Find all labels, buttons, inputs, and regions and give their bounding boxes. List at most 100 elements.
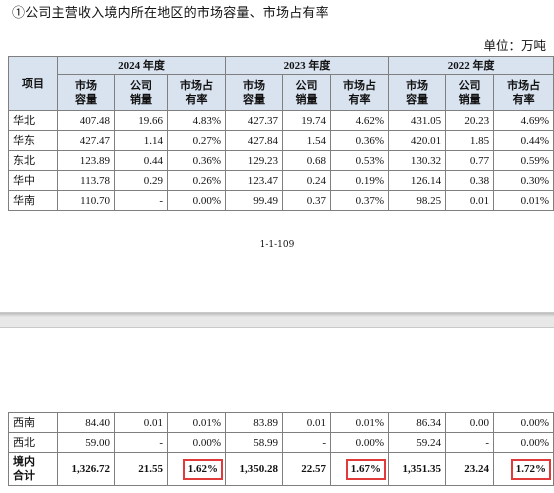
value-cell: 1.14	[114, 130, 168, 151]
region-cell: 华北	[8, 110, 58, 131]
value-cell: 19.66	[114, 110, 168, 131]
highlighted-share: 1.72%	[510, 458, 551, 480]
value-cell: 1,326.72	[57, 452, 115, 486]
value-cell: 0.00	[445, 412, 494, 433]
value-cell: 1.62%	[167, 452, 226, 486]
value-cell: 0.26%	[166, 170, 227, 191]
subheader-cell: 市场 容量	[225, 74, 284, 111]
subheader-cell: 市场占 有率	[166, 74, 227, 111]
value-cell: 23.24	[445, 452, 494, 486]
value-cell: 59.24	[388, 432, 446, 453]
value-cell: 20.23	[445, 110, 495, 131]
value-cell: 59.00	[57, 432, 115, 453]
value-cell: 0.01%	[493, 190, 554, 211]
table-row: 华北 407.48 19.66 4.83% 427.37 19.74 4.62% 431.05…	[8, 110, 554, 131]
region-cell: 西南	[8, 412, 58, 433]
value-cell: 83.89	[225, 412, 283, 433]
subheader-cell: 公司 销量	[445, 74, 495, 111]
region-cell: 西北	[8, 432, 58, 453]
section-heading: ①公司主营收入境内所在地区的市场容量、市场占有率	[12, 6, 329, 21]
subheader-cell: 市场占 有率	[493, 74, 554, 111]
value-cell: 0.36%	[166, 150, 227, 171]
value-cell: 0.30%	[493, 170, 554, 191]
value-cell: 22.57	[282, 452, 331, 486]
value-cell: 0.00%	[166, 190, 227, 211]
value-cell: 86.34	[388, 412, 446, 433]
value-cell: 98.25	[388, 190, 447, 211]
value-cell: 123.89	[57, 150, 115, 171]
subheader-cell: 公司 销量	[282, 74, 332, 111]
highlighted-share: 1.62%	[182, 458, 223, 480]
value-cell: 1,350.28	[225, 452, 283, 486]
value-cell: 0.77	[445, 150, 495, 171]
page-number: 1-1-109	[259, 240, 295, 250]
value-cell: 0.29	[114, 170, 168, 191]
value-cell: 0.27%	[166, 130, 227, 151]
value-cell: -	[114, 190, 168, 211]
value-cell: 99.49	[225, 190, 284, 211]
market-share-table-top: 项目 2024 年度 2023 年度 2022 年度 市场 容量 公司 销量 市场占 有率…	[8, 56, 554, 211]
value-cell: 0.24	[282, 170, 332, 191]
value-cell: 0.01	[445, 190, 495, 211]
value-cell: 0.19%	[330, 170, 390, 191]
value-cell: 4.62%	[330, 110, 390, 131]
total-row: 境内 合计 1,326.72 21.55 1.62% 1,350.28 22.57 1.67%…	[8, 452, 554, 486]
value-cell: 110.70	[57, 190, 115, 211]
value-cell: 0.53%	[330, 150, 390, 171]
value-cell: 126.14	[388, 170, 447, 191]
unit-label: 单位：万吨	[483, 38, 546, 53]
region-cell: 东北	[8, 150, 58, 171]
header-year-2023: 2023 年度	[225, 56, 390, 75]
value-cell: 0.36%	[330, 130, 390, 151]
value-cell: 58.99	[225, 432, 283, 453]
highlighted-share: 1.67%	[345, 458, 386, 480]
value-cell: 21.55	[114, 452, 168, 486]
value-cell: 0.38	[445, 170, 495, 191]
value-cell: 1,351.35	[388, 452, 446, 486]
value-cell: 4.83%	[166, 110, 227, 131]
value-cell: 123.47	[225, 170, 284, 191]
value-cell: 19.74	[282, 110, 332, 131]
value-cell: 420.01	[388, 130, 447, 151]
value-cell: 130.32	[388, 150, 447, 171]
table-row: 华中 113.78 0.29 0.26% 123.47 0.24 0.19% 126.14 0.…	[8, 170, 554, 191]
table-row: 华东 427.47 1.14 0.27% 427.84 1.54 0.36% 420.01 1.…	[8, 130, 554, 151]
value-cell: 0.37%	[330, 190, 390, 211]
value-cell: -	[282, 432, 331, 453]
value-cell: 431.05	[388, 110, 447, 131]
region-cell: 华东	[8, 130, 58, 151]
region-cell: 华中	[8, 170, 58, 191]
value-cell: 0.01	[282, 412, 331, 433]
value-cell: 0.44%	[493, 130, 554, 151]
value-cell: -	[445, 432, 494, 453]
value-cell: 1.54	[282, 130, 332, 151]
value-cell: 0.59%	[493, 150, 554, 171]
value-cell: 84.40	[57, 412, 115, 433]
header-year-2024: 2024 年度	[56, 56, 227, 75]
subheader-cell: 市场 容量	[388, 74, 447, 111]
header-item: 项目	[8, 56, 58, 111]
value-cell: 0.00%	[493, 412, 554, 433]
page-break	[0, 312, 554, 328]
market-share-table-bottom: 西南 84.40 0.01 0.01% 83.89 0.01 0.01% 86.34 0.00 0…	[8, 412, 554, 486]
table-row: 华南 110.70-0.00% 99.49 0.37 0.37% 98.25 0.01 0.0…	[8, 190, 554, 211]
value-cell: -	[114, 432, 168, 453]
value-cell: 427.84	[225, 130, 284, 151]
value-cell: 0.00%	[167, 432, 226, 453]
value-cell: 113.78	[57, 170, 115, 191]
value-cell: 0.68	[282, 150, 332, 171]
value-cell: 1.67%	[330, 452, 389, 486]
table-row: 西南 84.40 0.01 0.01% 83.89 0.01 0.01% 86.34 0.00 0…	[8, 412, 554, 433]
value-cell: 0.00%	[493, 432, 554, 453]
subheader-cell: 市场 容量	[57, 74, 115, 111]
subheader-cell: 公司 销量	[114, 74, 168, 111]
value-cell: 0.01%	[167, 412, 226, 433]
value-cell: 407.48	[57, 110, 115, 131]
value-cell: 129.23	[225, 150, 284, 171]
value-cell: 0.01	[114, 412, 168, 433]
value-cell: 1.85	[445, 130, 495, 151]
value-cell: 1.72%	[493, 452, 554, 486]
value-cell: 0.37	[282, 190, 332, 211]
subheader-cell: 市场占 有率	[330, 74, 390, 111]
table-row: 西北 59.00-0.00% 58.99-0.00% 59.24-0.00%	[8, 432, 554, 453]
